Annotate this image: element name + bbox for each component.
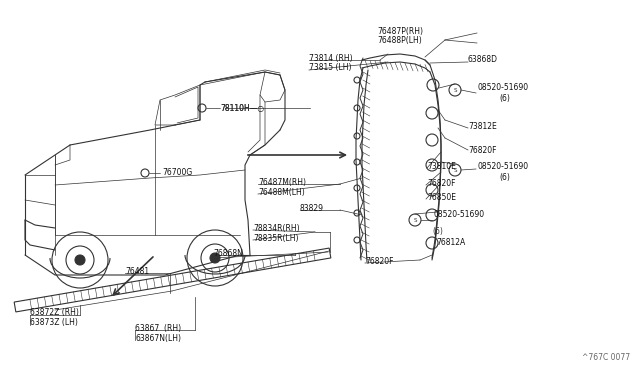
Text: 73814 (RH): 73814 (RH) xyxy=(309,54,353,62)
Text: S: S xyxy=(413,218,417,222)
Text: 76868N: 76868N xyxy=(213,248,243,257)
Text: 08520-51690: 08520-51690 xyxy=(477,83,528,92)
Circle shape xyxy=(210,253,220,263)
Text: 76820F: 76820F xyxy=(468,145,497,154)
Text: 76481: 76481 xyxy=(125,266,149,276)
Circle shape xyxy=(75,255,85,265)
Text: ^767C 0077: ^767C 0077 xyxy=(582,353,630,362)
Text: (6): (6) xyxy=(432,227,443,235)
Text: 73810E: 73810E xyxy=(427,161,456,170)
Text: 78110H: 78110H xyxy=(220,103,250,112)
Text: 78110H—○: 78110H—○ xyxy=(220,103,264,112)
Text: 08520-51690: 08520-51690 xyxy=(477,161,528,170)
Text: 76488P(LH): 76488P(LH) xyxy=(377,35,422,45)
Text: 73815 (LH): 73815 (LH) xyxy=(309,62,351,71)
Text: 73812E: 73812E xyxy=(468,122,497,131)
Text: 76488M(LH): 76488M(LH) xyxy=(258,187,305,196)
Text: 63867  (RH): 63867 (RH) xyxy=(135,324,181,333)
Text: 63868D: 63868D xyxy=(468,55,498,64)
Text: 76820F: 76820F xyxy=(427,179,456,187)
Text: 08520-51690: 08520-51690 xyxy=(433,209,484,218)
Text: 63873Z (LH): 63873Z (LH) xyxy=(30,318,78,327)
Text: 63867N(LH): 63867N(LH) xyxy=(135,334,181,343)
Text: (6): (6) xyxy=(499,173,510,182)
Text: 76487M(RH): 76487M(RH) xyxy=(258,177,306,186)
Text: 78834R(RH): 78834R(RH) xyxy=(253,224,300,232)
Text: 83829: 83829 xyxy=(300,203,324,212)
Text: 76700G: 76700G xyxy=(162,167,192,176)
Text: 76820F: 76820F xyxy=(365,257,394,266)
Text: 76850E: 76850E xyxy=(427,192,456,202)
Text: 78835R(LH): 78835R(LH) xyxy=(253,234,298,243)
Text: 76812A: 76812A xyxy=(436,237,465,247)
Text: 63872Z (RH): 63872Z (RH) xyxy=(30,308,79,317)
Text: (6): (6) xyxy=(499,93,510,103)
Text: S: S xyxy=(453,167,457,173)
Text: 76487P(RH): 76487P(RH) xyxy=(377,26,423,35)
Text: S: S xyxy=(453,87,457,93)
